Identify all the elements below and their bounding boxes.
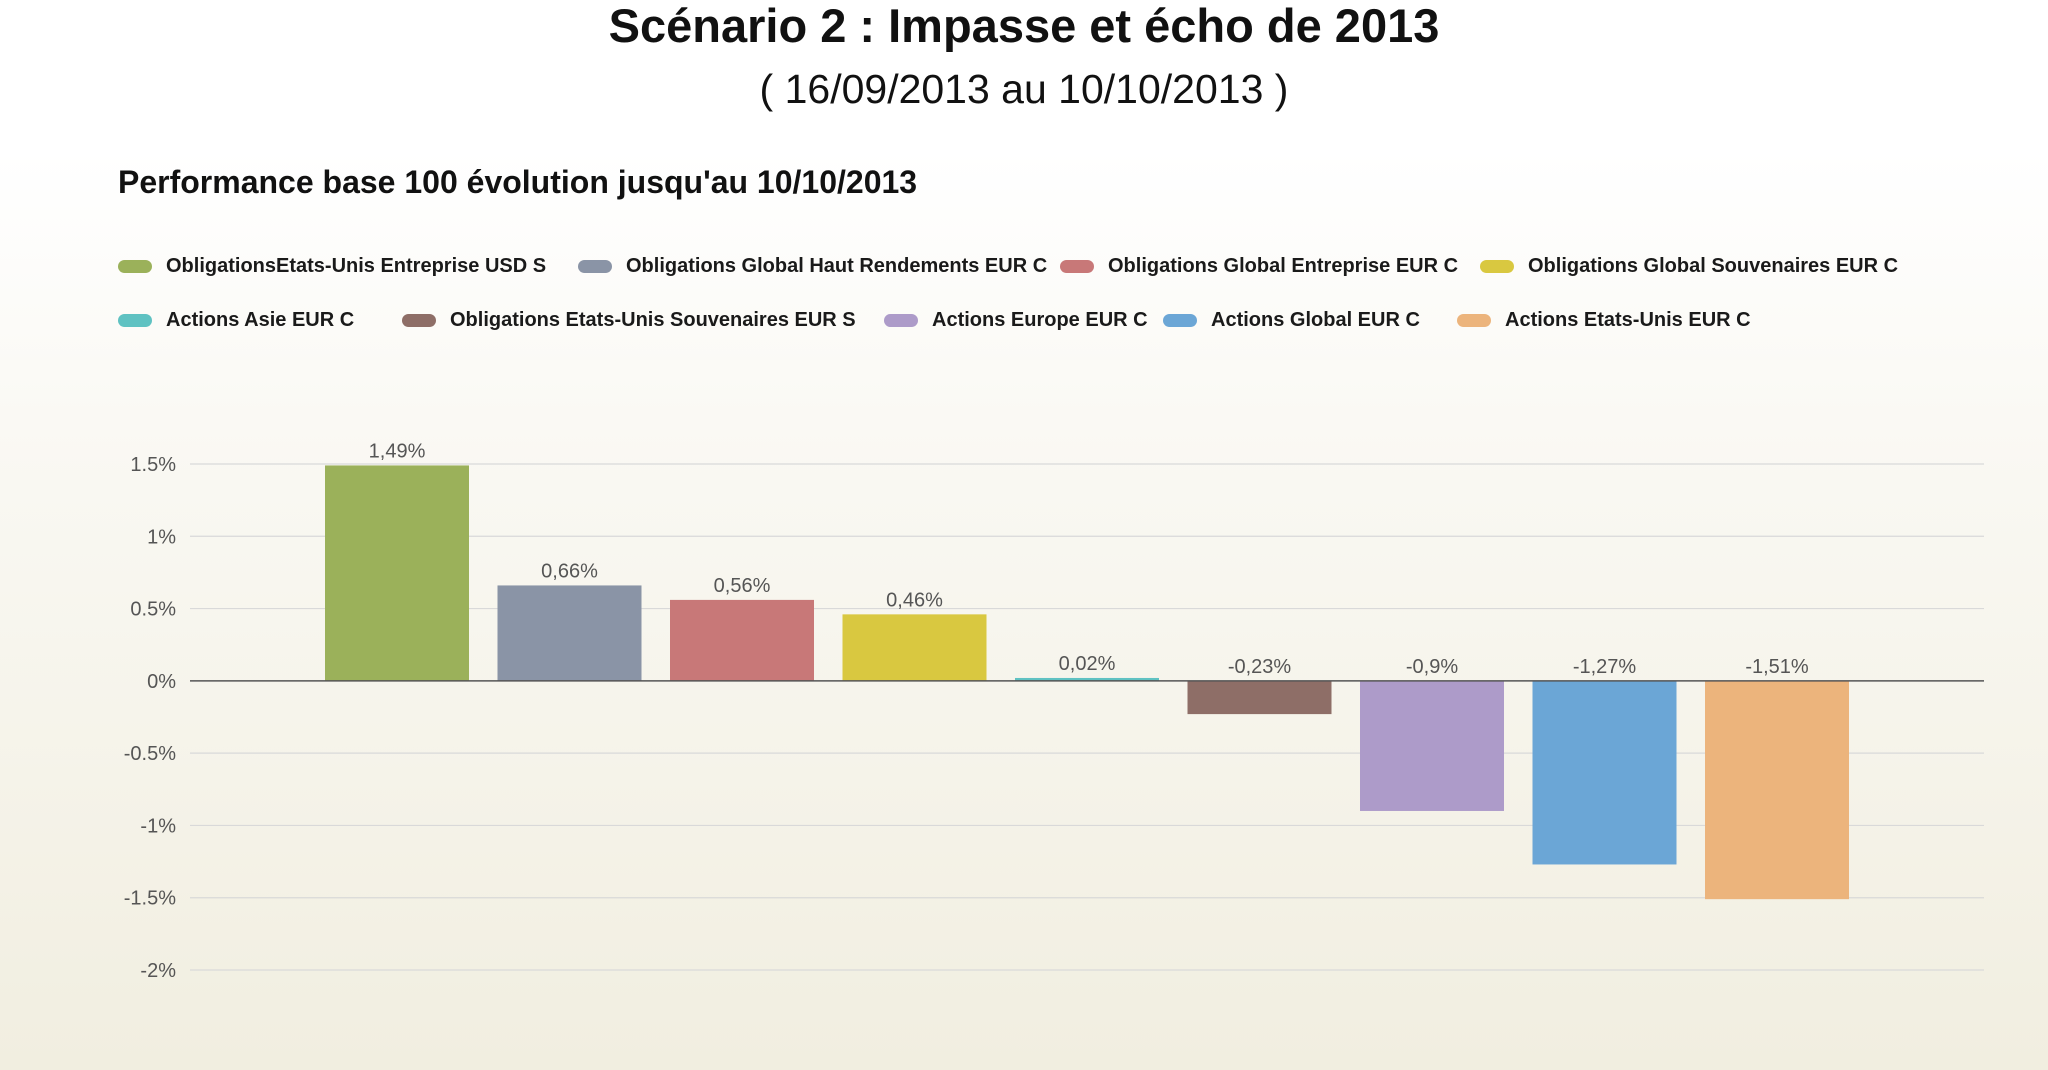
legend-label: Actions Etats-Unis EUR C xyxy=(1505,308,1751,331)
bar[interactable] xyxy=(1705,680,1849,900)
legend-item[interactable]: Obligations Etats-Unis Souvenaires EUR S xyxy=(402,306,856,334)
data-label: -1,51% xyxy=(1745,656,1809,678)
bar[interactable] xyxy=(1015,677,1159,681)
y-tick-label: -0.5% xyxy=(124,743,176,765)
y-tick-label: -1% xyxy=(140,815,176,837)
legend-label: Actions Global EUR C xyxy=(1211,308,1420,331)
legend-swatch xyxy=(118,259,152,273)
y-tick-label: 1.5% xyxy=(130,454,176,476)
y-tick-label: -2% xyxy=(140,960,176,982)
bar[interactable] xyxy=(1360,680,1504,811)
legend-label: Actions Asie EUR C xyxy=(166,308,355,331)
y-tick-label: 0.5% xyxy=(130,599,176,621)
legend-item[interactable]: Obligations Global Souvenaires EUR C xyxy=(1480,252,1898,280)
legend-label: Obligations Global Souvenaires EUR C xyxy=(1528,254,1899,277)
bar[interactable] xyxy=(670,599,814,681)
legend-label: Obligations Global Haut Rendements EUR C xyxy=(626,254,1048,277)
legend-label: Actions Europe EUR C xyxy=(932,308,1148,331)
legend-label: ObligationsEtats-Unis Entreprise USD S xyxy=(166,254,547,277)
legend-item[interactable]: Actions Asie EUR C xyxy=(118,306,354,334)
legend-item[interactable]: Actions Europe EUR C xyxy=(884,306,1148,334)
data-label: 0,66% xyxy=(541,560,598,582)
data-label: 0,46% xyxy=(886,589,943,611)
legend-swatch xyxy=(1457,313,1491,327)
legend-item[interactable]: ObligationsEtats-Unis Entreprise USD S xyxy=(118,252,546,280)
legend-item[interactable]: Actions Etats-Unis EUR C xyxy=(1457,306,1751,334)
data-label: 0,02% xyxy=(1059,653,1116,675)
bar[interactable] xyxy=(325,465,469,681)
bar[interactable] xyxy=(1187,680,1332,715)
legend-swatch xyxy=(1163,313,1197,327)
legend-swatch xyxy=(884,313,918,327)
bar[interactable] xyxy=(1532,680,1677,865)
y-tick-label: 0% xyxy=(147,671,176,693)
page-title: Scénario 2 : Impasse et écho de 2013 xyxy=(608,0,1440,52)
chart-title: Performance base 100 évolution jusqu'au … xyxy=(118,164,918,200)
date-range-subtitle: ( 16/09/2013 au 10/10/2013 ) xyxy=(759,66,1289,112)
legend-swatch xyxy=(578,259,612,273)
bar[interactable] xyxy=(842,614,987,681)
legend-swatch xyxy=(1060,259,1094,273)
legend-swatch xyxy=(118,313,152,327)
legend-item[interactable]: Obligations Global Entreprise EUR C xyxy=(1060,252,1458,280)
data-label: -0,9% xyxy=(1406,656,1458,678)
data-label: -0,23% xyxy=(1228,656,1292,678)
legend-item[interactable]: Obligations Global Haut Rendements EUR C xyxy=(578,252,1047,280)
data-label: -1,27% xyxy=(1573,656,1637,678)
data-label: 0,56% xyxy=(714,575,771,597)
legend-label: Obligations Global Entreprise EUR C xyxy=(1108,254,1459,277)
legend-item[interactable]: Actions Global EUR C xyxy=(1163,306,1420,334)
y-tick-label: 1% xyxy=(147,526,176,548)
legend-swatch xyxy=(402,313,436,327)
y-tick-label: -1.5% xyxy=(124,888,176,910)
bar[interactable] xyxy=(497,585,642,681)
legend-swatch xyxy=(1480,259,1514,273)
legend-label: Obligations Etats-Unis Souvenaires EUR S xyxy=(450,308,856,331)
data-label: 1,49% xyxy=(369,440,426,462)
